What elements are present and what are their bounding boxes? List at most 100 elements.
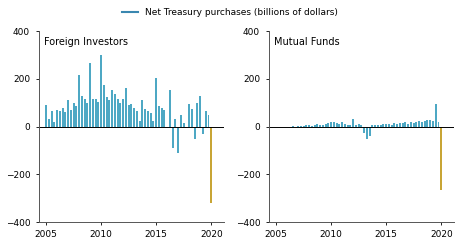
Bar bbox=[382, 124, 384, 127]
Text: Foreign Investors: Foreign Investors bbox=[44, 37, 128, 47]
Bar bbox=[308, 125, 309, 127]
Bar bbox=[327, 123, 329, 127]
Bar bbox=[357, 124, 359, 127]
Bar bbox=[163, 110, 165, 127]
Bar bbox=[157, 106, 160, 127]
Bar bbox=[390, 125, 392, 127]
Bar bbox=[305, 125, 307, 127]
Bar bbox=[174, 120, 176, 127]
Bar bbox=[117, 99, 118, 127]
Bar bbox=[67, 100, 69, 127]
Bar bbox=[338, 124, 340, 127]
Bar bbox=[313, 125, 315, 127]
Bar bbox=[185, 127, 187, 128]
Bar bbox=[204, 111, 206, 127]
Bar bbox=[111, 90, 113, 127]
Bar bbox=[406, 124, 409, 127]
Bar bbox=[125, 88, 127, 127]
Bar bbox=[363, 127, 364, 133]
Bar bbox=[439, 127, 441, 190]
Bar bbox=[119, 103, 121, 127]
Bar bbox=[50, 111, 53, 127]
Bar bbox=[92, 99, 94, 127]
Bar bbox=[81, 96, 83, 127]
Bar bbox=[374, 125, 375, 127]
Bar bbox=[89, 63, 91, 127]
Bar bbox=[412, 123, 414, 127]
Bar bbox=[166, 127, 168, 128]
Bar bbox=[45, 105, 47, 127]
Bar bbox=[136, 111, 138, 127]
Bar bbox=[387, 124, 389, 127]
Bar bbox=[371, 125, 373, 127]
Bar bbox=[401, 123, 403, 127]
Bar bbox=[354, 125, 356, 127]
Bar bbox=[434, 104, 436, 127]
Bar bbox=[395, 124, 397, 127]
Bar bbox=[53, 122, 56, 127]
Bar bbox=[139, 121, 140, 127]
Bar bbox=[365, 127, 367, 138]
Bar bbox=[75, 106, 77, 127]
Bar bbox=[160, 108, 162, 127]
Bar bbox=[425, 120, 427, 127]
Bar bbox=[302, 126, 304, 127]
Bar bbox=[368, 127, 370, 136]
Bar bbox=[171, 127, 174, 148]
Bar bbox=[210, 127, 212, 203]
Bar bbox=[403, 122, 406, 127]
Bar bbox=[64, 112, 66, 127]
Bar bbox=[360, 125, 362, 127]
Bar bbox=[392, 123, 395, 127]
Bar bbox=[122, 99, 124, 127]
Legend: Net Treasury purchases (billions of dollars): Net Treasury purchases (billions of doll… bbox=[118, 4, 341, 21]
Bar bbox=[106, 97, 107, 127]
Bar bbox=[196, 103, 198, 127]
Bar bbox=[319, 125, 320, 127]
Bar bbox=[190, 109, 193, 127]
Bar bbox=[414, 122, 417, 127]
Bar bbox=[423, 121, 425, 127]
Bar bbox=[384, 124, 386, 127]
Bar bbox=[177, 127, 179, 153]
Bar bbox=[86, 103, 88, 127]
Bar bbox=[352, 120, 353, 127]
Bar bbox=[150, 113, 151, 127]
Bar bbox=[182, 123, 185, 127]
Text: Mutual Funds: Mutual Funds bbox=[274, 37, 339, 47]
Bar bbox=[349, 125, 351, 127]
Bar bbox=[155, 78, 157, 127]
Bar bbox=[70, 110, 72, 127]
Bar bbox=[417, 121, 420, 127]
Bar bbox=[141, 100, 143, 127]
Bar bbox=[62, 108, 63, 127]
Bar bbox=[130, 104, 132, 127]
Bar bbox=[56, 110, 58, 127]
Bar bbox=[199, 96, 201, 127]
Bar bbox=[97, 101, 99, 127]
Bar bbox=[299, 126, 301, 127]
Bar bbox=[330, 122, 331, 127]
Bar bbox=[103, 85, 105, 127]
Bar bbox=[335, 123, 337, 127]
Bar bbox=[78, 75, 80, 127]
Bar bbox=[48, 120, 50, 127]
Bar bbox=[341, 122, 342, 127]
Bar bbox=[431, 121, 433, 127]
Bar bbox=[332, 122, 334, 127]
Bar bbox=[316, 124, 318, 127]
Bar bbox=[84, 99, 85, 127]
Bar bbox=[100, 55, 102, 127]
Bar bbox=[152, 121, 154, 127]
Bar bbox=[168, 90, 171, 127]
Bar bbox=[144, 109, 146, 127]
Bar bbox=[398, 123, 400, 127]
Bar bbox=[310, 126, 312, 127]
Bar bbox=[147, 111, 149, 127]
Bar bbox=[59, 111, 61, 127]
Bar bbox=[420, 122, 422, 127]
Bar bbox=[376, 125, 378, 127]
Bar bbox=[379, 125, 381, 127]
Bar bbox=[409, 122, 411, 127]
Bar bbox=[114, 94, 116, 127]
